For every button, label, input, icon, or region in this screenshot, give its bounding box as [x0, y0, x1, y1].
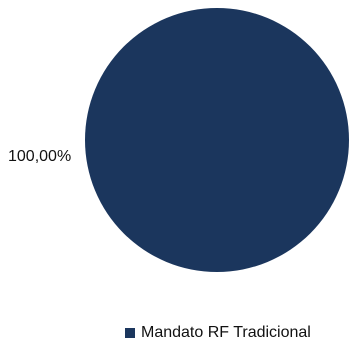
pie-slices	[85, 8, 349, 272]
legend: Mandato RF Tradicional	[125, 323, 311, 343]
pie-slice	[85, 8, 349, 272]
legend-swatch	[125, 328, 135, 338]
slice-data-label: 100,00%	[8, 148, 72, 165]
legend-label: Mandato RF Tradicional	[141, 324, 311, 341]
